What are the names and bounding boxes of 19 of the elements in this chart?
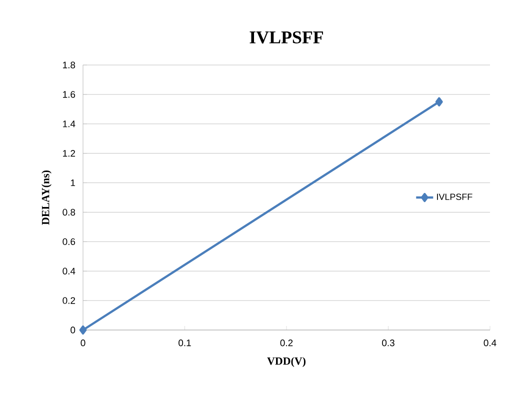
x-axis-title: VDD(V) <box>267 357 306 367</box>
legend-label: IVLPSFF <box>437 194 472 200</box>
x-tick-label: 0.3 <box>382 340 394 346</box>
chart-title: IVLPSFF <box>250 31 324 44</box>
y-tick-label: 0.4 <box>62 268 76 274</box>
y-tick-label: 1.8 <box>63 62 76 68</box>
x-tick-label: 0 <box>80 340 86 346</box>
y-tick-label: 1 <box>70 180 76 186</box>
y-tick-label: 1.6 <box>63 91 76 98</box>
y-tick-label: 0.6 <box>62 238 76 246</box>
y-tick-label: 1.2 <box>63 150 76 157</box>
y-tick-label: 0.2 <box>62 297 76 304</box>
y-tick-label: 0 <box>70 326 76 334</box>
y-tick-label: 1.4 <box>63 120 76 128</box>
y-axis-title: DELAY(ns) <box>42 170 52 225</box>
x-tick-label: 0.2 <box>280 340 293 346</box>
x-tick-label: 0.1 <box>178 340 191 346</box>
x-tick-label: 0.4 <box>484 340 496 346</box>
y-tick-label: 0.8 <box>62 208 76 216</box>
